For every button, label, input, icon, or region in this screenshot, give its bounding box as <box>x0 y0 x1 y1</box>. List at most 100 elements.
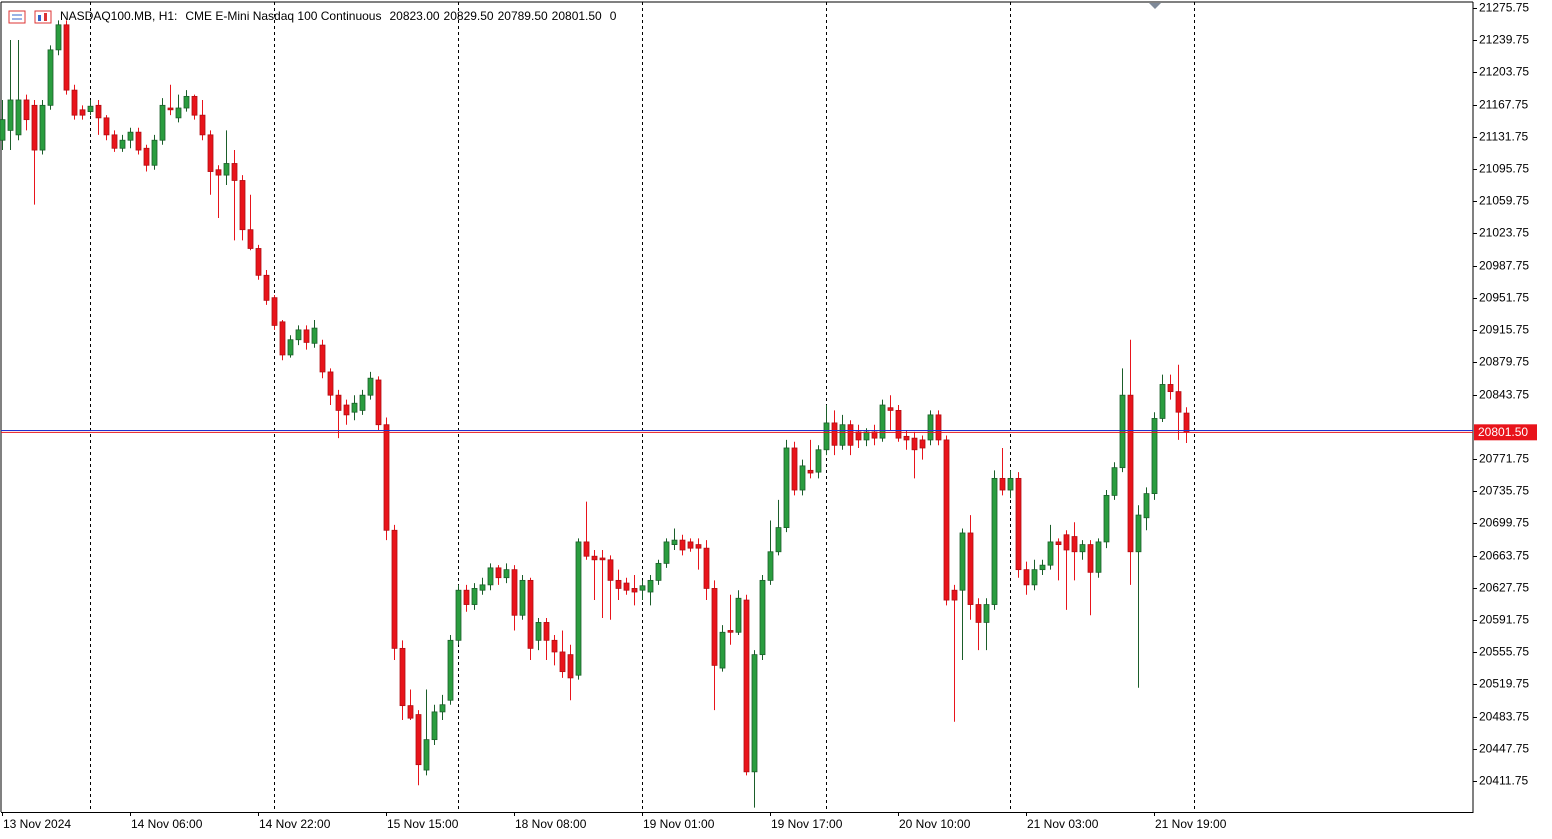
candle-body <box>103 117 110 136</box>
candle <box>319 339 326 379</box>
candle-body <box>223 163 230 176</box>
candle-body <box>1087 544 1094 573</box>
x-tick-label: 14 Nov 06:00 <box>131 817 203 831</box>
y-tick-label: 21131.75 <box>1479 130 1528 144</box>
candle-body <box>687 541 694 549</box>
candle-body <box>855 431 862 441</box>
candle <box>1167 374 1174 400</box>
candle <box>719 625 726 672</box>
candle-body <box>879 404 886 439</box>
x-tick-label: 21 Nov 03:00 <box>1027 817 1099 831</box>
candle <box>1015 472 1022 578</box>
candle <box>263 269 270 305</box>
candle <box>159 98 166 145</box>
candle-body <box>535 622 542 641</box>
candle <box>327 368 334 406</box>
y-tick-label: 20627.75 <box>1479 581 1529 595</box>
candle-body <box>1111 467 1118 496</box>
candle-body <box>247 229 254 249</box>
candle-body <box>935 414 942 441</box>
candle-body <box>295 329 302 341</box>
candle-body <box>743 599 750 773</box>
candle-body <box>383 424 390 531</box>
candle <box>895 405 902 442</box>
x-tick-label: 13 Nov 2024 <box>3 817 71 831</box>
candle <box>295 325 302 346</box>
candle-body <box>863 431 870 441</box>
y-tick-label: 20699.75 <box>1479 516 1529 530</box>
candle-body <box>567 654 574 679</box>
candle <box>695 538 702 570</box>
price-lines: 20801.50 <box>1 424 1537 441</box>
y-tick-label: 20519.75 <box>1479 677 1529 691</box>
candle <box>631 575 638 606</box>
candle-body <box>119 139 126 149</box>
candle <box>527 577 534 661</box>
candle-body <box>711 588 718 666</box>
candle-body <box>919 439 926 449</box>
candle-body <box>943 439 950 601</box>
candle-body <box>319 344 326 373</box>
candle <box>7 40 14 151</box>
candle-body <box>503 569 510 579</box>
candle <box>751 650 758 808</box>
symbol: NASDAQ100.MB, H1: <box>60 9 177 23</box>
candle-body <box>479 584 486 591</box>
x-tick-label: 15 Nov 15:00 <box>387 817 459 831</box>
candle <box>775 499 782 556</box>
candle <box>1119 368 1126 473</box>
candle <box>407 689 414 720</box>
candle-body <box>351 402 358 413</box>
candle-body <box>895 409 902 439</box>
y-tick-label: 20735.75 <box>1479 484 1529 498</box>
candle-body <box>7 99 14 131</box>
candle <box>223 130 230 185</box>
candle <box>455 584 462 645</box>
candle-body <box>983 604 990 623</box>
x-tick-label: 19 Nov 17:00 <box>771 817 843 831</box>
candle <box>1063 530 1070 610</box>
candle-body <box>359 394 366 411</box>
candle-body <box>1183 412 1190 433</box>
candle <box>703 540 710 601</box>
candle <box>615 569 622 601</box>
candle <box>495 565 502 585</box>
candle-body <box>1175 391 1182 413</box>
candle-body <box>63 24 70 91</box>
candle <box>655 559 662 585</box>
candle-body <box>783 447 790 528</box>
candle <box>743 594 750 776</box>
candle-body <box>87 105 94 112</box>
candle-body <box>767 551 774 581</box>
candle-body <box>1127 394 1134 553</box>
candle-body <box>527 579 534 649</box>
candle-body <box>1039 564 1046 571</box>
candle-body <box>991 477 998 605</box>
candle <box>55 20 62 56</box>
chart-icons <box>8 3 1161 24</box>
candle-body <box>551 639 558 653</box>
candle-body <box>975 604 982 623</box>
candle-body <box>559 651 566 673</box>
y-tick-label: 20771.75 <box>1479 452 1529 466</box>
candle <box>911 431 918 479</box>
candle <box>95 99 102 135</box>
candle <box>231 150 238 241</box>
candle-body <box>1103 494 1110 543</box>
candle-body <box>1079 544 1086 553</box>
candle <box>191 94 198 120</box>
candle-body <box>175 107 182 119</box>
candle-body <box>23 99 30 121</box>
candle <box>279 320 286 361</box>
candle-body <box>47 49 54 106</box>
candle <box>767 520 774 585</box>
candle-body <box>327 371 334 396</box>
candle-body <box>55 24 62 51</box>
candle <box>919 435 926 460</box>
candle-body <box>847 424 854 446</box>
candle-body <box>1007 477 1014 491</box>
candle-body <box>623 582 630 591</box>
candle-body <box>679 539 686 551</box>
